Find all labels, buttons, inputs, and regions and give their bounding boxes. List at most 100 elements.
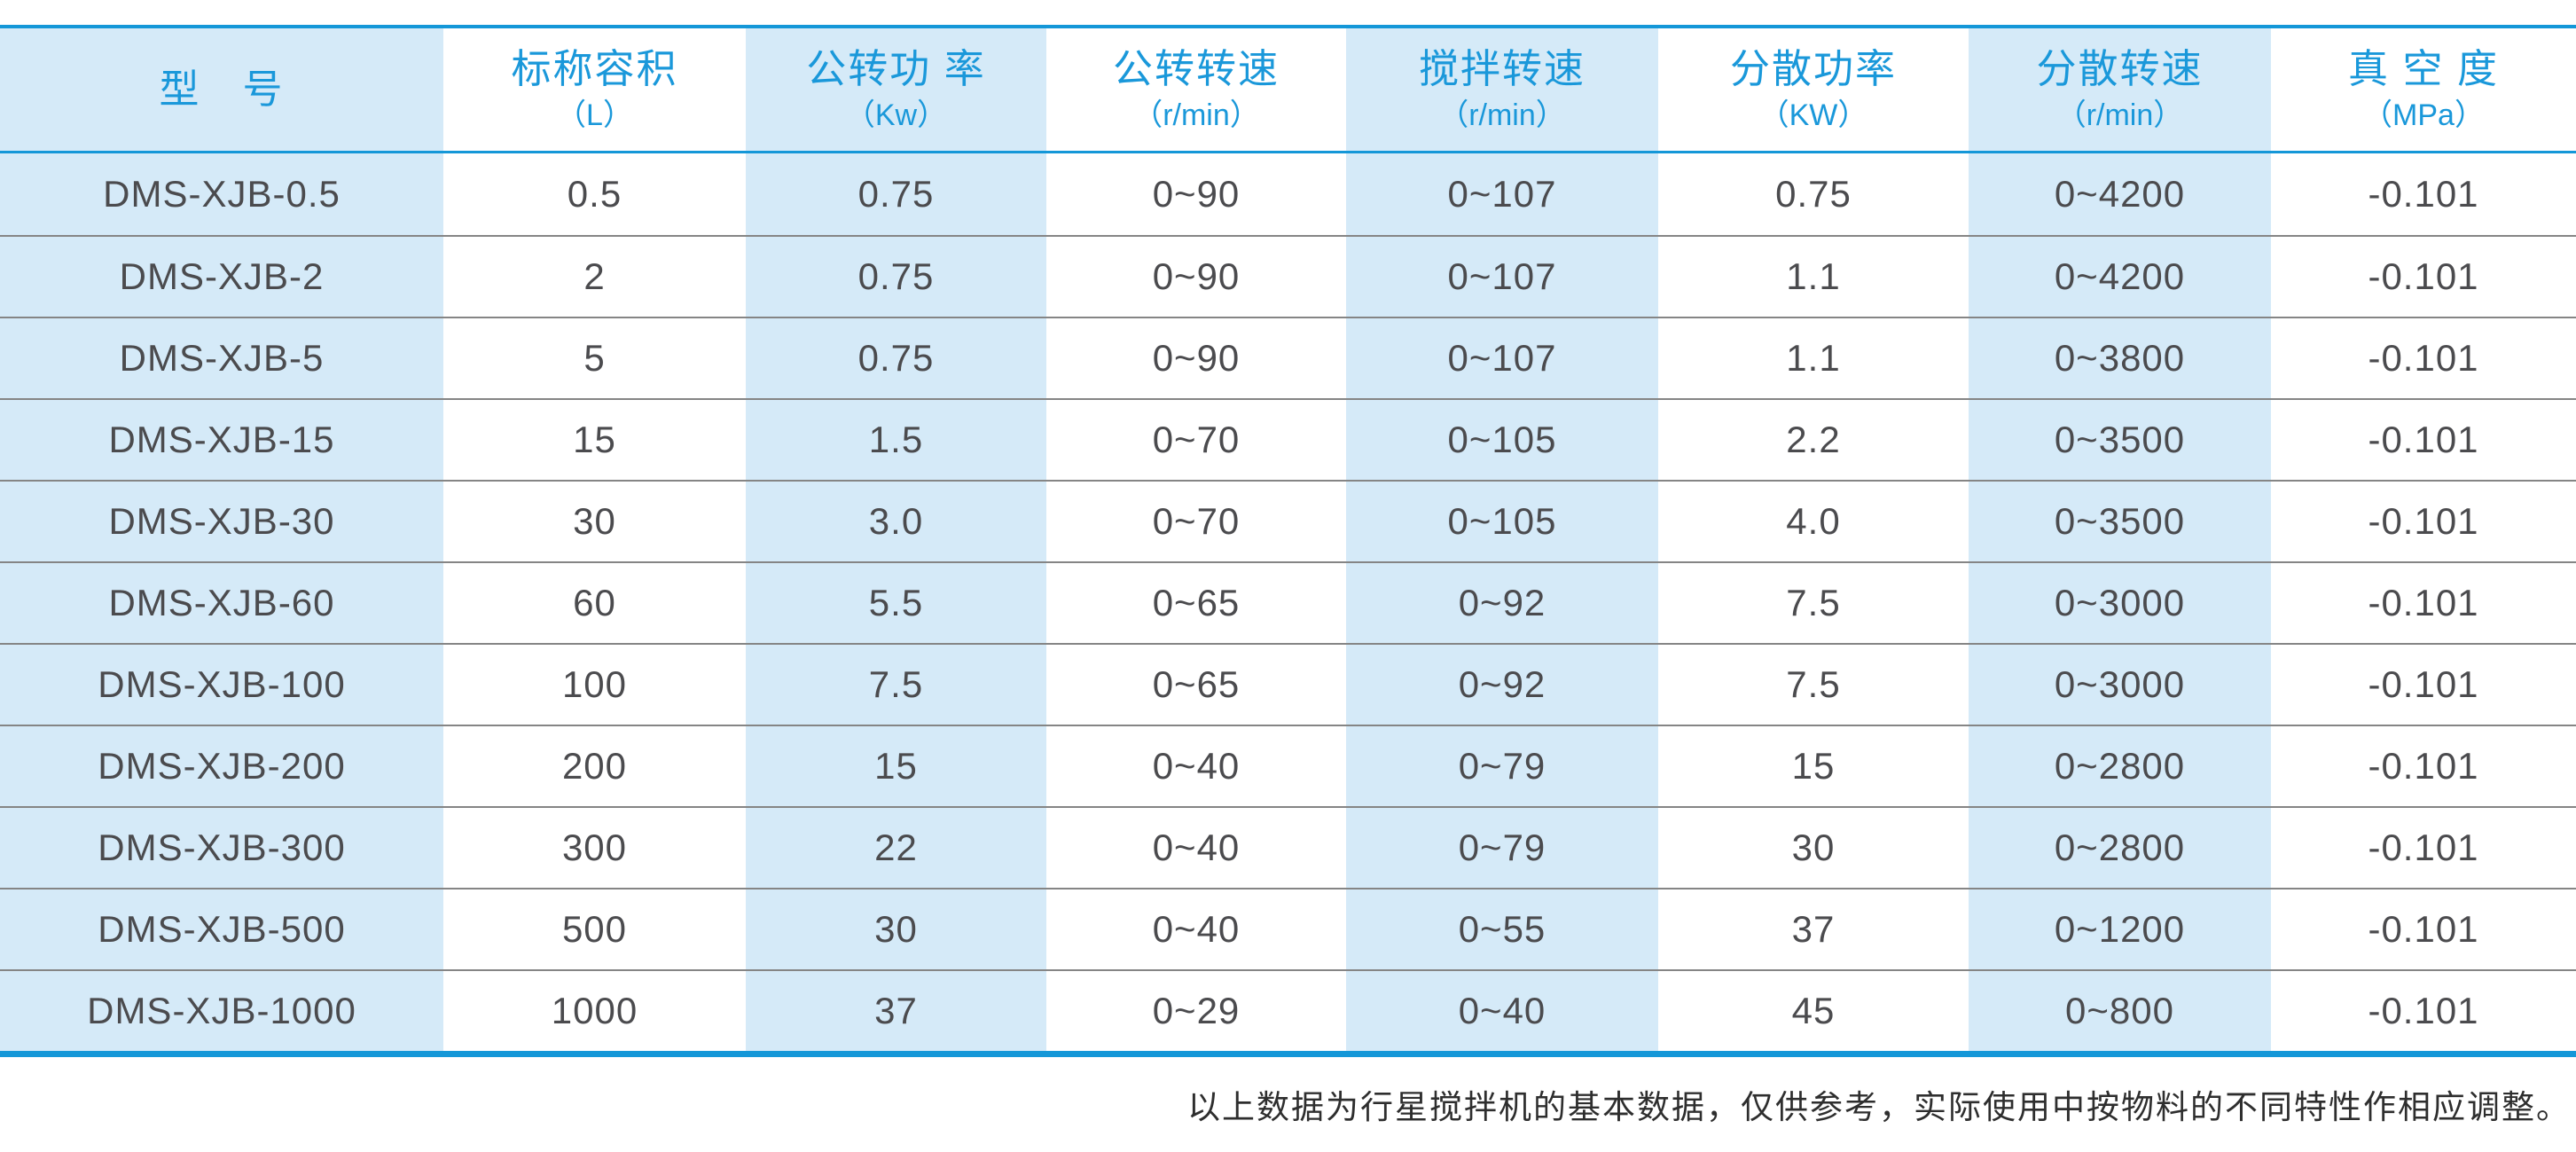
- column-header-revolution-power: 公转功 率 （Kw）: [746, 28, 1046, 151]
- value-cell: -0.101: [2368, 255, 2479, 297]
- column-header-title: 搅拌转速: [1418, 45, 1586, 91]
- value-cell: 4.0: [1786, 500, 1841, 542]
- table-row: DMS-XJB-15 15 1.5 0~70 0~105 2.2 0~3500 -0.101: [0, 398, 2576, 480]
- model-cell: DMS-XJB-100: [0, 645, 443, 725]
- table-row: DMS-XJB-100 100 7.5 0~65 0~92 7.5 0~3000 -0.101: [0, 643, 2576, 725]
- value-cell: 0~4200: [1969, 237, 2271, 317]
- footnote: 以上数据为行星搅拌机的基本数据，仅供参考，实际使用中按物料的不同特性作相应调整。: [1187, 1088, 2571, 1126]
- value-cell: 0.5: [567, 173, 622, 215]
- value-cell: -0.101: [2368, 908, 2479, 950]
- value-cell: 0.75: [1775, 173, 1852, 215]
- value-cell: 0~3000: [1969, 645, 2271, 725]
- value-cell: 3.0: [746, 482, 1046, 561]
- value-cell: 0~2800: [1969, 808, 2271, 888]
- value-cell: 30: [573, 500, 616, 542]
- value-cell: 300: [561, 827, 628, 868]
- table-header-row: 型 号 标称容积 （L） 公转功 率 （Kw） 公转转速 （r/min） 搅拌转…: [0, 28, 2576, 151]
- column-header-unit: （MPa）: [2362, 98, 2485, 133]
- value-cell: -0.101: [2368, 745, 2479, 787]
- value-cell: 37: [1791, 908, 1836, 950]
- value-cell: 0~40: [1152, 908, 1241, 950]
- column-header-title: 分散转速: [2036, 45, 2204, 91]
- column-header-nominal-capacity: 标称容积 （L）: [443, 28, 746, 151]
- value-cell: 0~90: [1152, 173, 1241, 215]
- value-cell: 7.5: [1786, 663, 1841, 705]
- value-cell: 0.75: [746, 237, 1046, 317]
- value-cell: -0.101: [2368, 419, 2479, 460]
- value-cell: 30: [746, 889, 1046, 969]
- value-cell: 0~92: [1346, 645, 1658, 725]
- value-cell: -0.101: [2368, 500, 2479, 542]
- value-cell: 0.75: [746, 153, 1046, 235]
- value-cell: 5: [583, 337, 606, 379]
- model-cell: DMS-XJB-30: [0, 482, 443, 561]
- table-row: DMS-XJB-2 2 0.75 0~90 0~107 1.1 0~4200 -0.101: [0, 235, 2576, 317]
- table-row: DMS-XJB-0.5 0.5 0.75 0~90 0~107 0.75 0~4200 -0.…: [0, 153, 2576, 235]
- value-cell: 0~800: [1969, 971, 2271, 1051]
- value-cell: -0.101: [2368, 337, 2479, 379]
- column-header-title: 公转功 率: [806, 45, 986, 91]
- column-header-unit: （r/min）: [2055, 98, 2184, 133]
- model-cell: DMS-XJB-300: [0, 808, 443, 888]
- model-cell: DMS-XJB-200: [0, 726, 443, 806]
- value-cell: 0~3000: [1969, 563, 2271, 643]
- value-cell: 0~29: [1152, 990, 1241, 1031]
- value-cell: 0~3500: [1969, 482, 2271, 561]
- table-row: DMS-XJB-30 30 3.0 0~70 0~105 4.0 0~3500 -0.101: [0, 480, 2576, 561]
- model-cell: DMS-XJB-60: [0, 563, 443, 643]
- column-header-unit: （KW）: [1758, 98, 1868, 133]
- model-cell: DMS-XJB-2: [0, 237, 443, 317]
- column-header-title: 分散功率: [1729, 45, 1897, 91]
- value-cell: 0~107: [1346, 153, 1658, 235]
- value-cell: 5.5: [746, 563, 1046, 643]
- column-header-unit: （r/min）: [1438, 98, 1566, 133]
- table-row: DMS-XJB-5 5 0.75 0~90 0~107 1.1 0~3800 -0.101: [0, 317, 2576, 398]
- column-header-dispersing-power: 分散功率 （KW）: [1658, 28, 1969, 151]
- value-cell: 0~107: [1346, 237, 1658, 317]
- model-cell: DMS-XJB-1000: [0, 971, 443, 1051]
- value-cell: 0~65: [1152, 582, 1241, 623]
- value-cell: 0~70: [1152, 500, 1241, 542]
- value-cell: 0~40: [1346, 971, 1658, 1051]
- value-cell: -0.101: [2368, 663, 2479, 705]
- value-cell: -0.101: [2368, 990, 2479, 1031]
- value-cell: 0~70: [1152, 419, 1241, 460]
- value-cell: 7.5: [746, 645, 1046, 725]
- model-cell: DMS-XJB-5: [0, 318, 443, 398]
- value-cell: -0.101: [2368, 582, 2479, 623]
- value-cell: 15: [1791, 745, 1836, 787]
- value-cell: 22: [746, 808, 1046, 888]
- table-row: DMS-XJB-500 500 30 0~40 0~55 37 0~1200 -0.101: [0, 888, 2576, 969]
- value-cell: -0.101: [2368, 173, 2479, 215]
- value-cell: 0~107: [1346, 318, 1658, 398]
- spec-table: 型 号 标称容积 （L） 公转功 率 （Kw） 公转转速 （r/min） 搅拌转…: [0, 25, 2576, 1126]
- value-cell: 0~92: [1346, 563, 1658, 643]
- value-cell: 1.1: [1786, 255, 1841, 297]
- column-header-model: 型 号: [0, 28, 443, 151]
- value-cell: 0~1200: [1969, 889, 2271, 969]
- table-bottom-border: [0, 1051, 2576, 1057]
- value-cell: 2: [583, 255, 606, 297]
- value-cell: 0~90: [1152, 337, 1241, 379]
- value-cell: 0~3800: [1969, 318, 2271, 398]
- column-header-revolution-speed: 公转转速 （r/min）: [1046, 28, 1346, 151]
- value-cell: 30: [1791, 827, 1836, 868]
- header-separator-line: [0, 151, 2576, 153]
- value-cell: 1000: [551, 990, 638, 1031]
- value-cell: 0~3500: [1969, 400, 2271, 480]
- value-cell: 0~79: [1346, 726, 1658, 806]
- value-cell: 0~4200: [1969, 153, 2271, 235]
- value-cell: 45: [1791, 990, 1836, 1031]
- column-header-title: 真 空 度: [2347, 45, 2499, 91]
- value-cell: 100: [561, 663, 628, 705]
- value-cell: 15: [573, 419, 616, 460]
- value-cell: 37: [746, 971, 1046, 1051]
- value-cell: 1.1: [1786, 337, 1841, 379]
- model-cell: DMS-XJB-500: [0, 889, 443, 969]
- column-header-vacuum-degree: 真 空 度 （MPa）: [2271, 28, 2576, 151]
- value-cell: 7.5: [1786, 582, 1841, 623]
- column-header-unit: （Kw）: [844, 98, 948, 133]
- value-cell: 0~105: [1346, 400, 1658, 480]
- column-header-stirring-speed: 搅拌转速 （r/min）: [1346, 28, 1658, 151]
- value-cell: 2.2: [1786, 419, 1841, 460]
